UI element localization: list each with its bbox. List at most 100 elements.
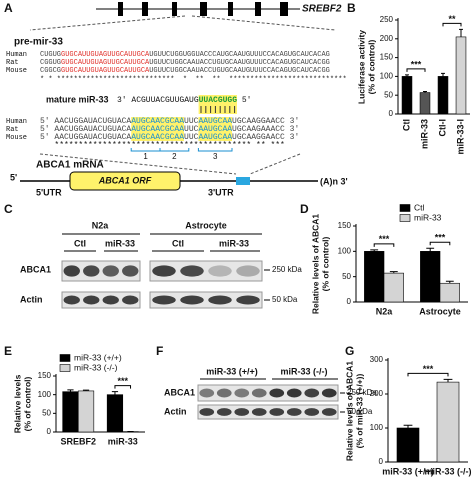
utr3-label: 3'UTR <box>208 187 234 197</box>
mrna-title: ABCA1 mRNA <box>36 160 104 171</box>
bar <box>420 251 441 303</box>
error-bar <box>111 391 119 395</box>
sequence: 5' AACUGGAUACUGUACAAUGCAACGCAAUUCAAUGCAA… <box>40 125 299 134</box>
sequence-part: CUGUG <box>40 51 61 59</box>
bar <box>401 76 413 115</box>
blot-band <box>321 388 337 398</box>
site-label: 2 <box>172 152 177 161</box>
lane-label: Ctl <box>74 238 86 248</box>
x-tick-label: N2a <box>376 306 394 316</box>
sequence-part: UUACGUGG <box>199 96 238 105</box>
y-tick-label: 150 <box>38 371 52 380</box>
marker-label: 50 kDa <box>347 407 373 416</box>
x-tick-label: SREBF2 <box>60 436 96 446</box>
group-label: miR-33 (-/-) <box>281 366 328 376</box>
error-bar <box>443 378 453 383</box>
exon <box>280 2 288 16</box>
blot-band <box>286 388 302 398</box>
y-axis-label: Relative levels of ABCA1 <box>344 361 354 462</box>
legend-swatch <box>399 214 411 222</box>
exon <box>228 2 233 16</box>
sequence-part: 5' AACUGGAUACUGUACA <box>40 117 131 126</box>
panel-label: D <box>300 202 309 216</box>
legend-swatch <box>59 364 71 372</box>
blot-band <box>83 265 100 277</box>
row-label: ABCA1 <box>164 387 195 397</box>
sequence-part: GUGCAUUGUAGUUGCAUUGCA <box>61 67 150 75</box>
bar <box>439 282 460 303</box>
bar <box>77 390 95 433</box>
blot-band <box>122 265 139 277</box>
y-axis-label: (% of control) <box>22 376 32 431</box>
orf-label: ABCA1 ORF <box>98 175 152 185</box>
x-tick-label: miR-33-I <box>455 119 465 155</box>
sequence-part: 5' AACUGGAUACUGUACA <box>40 133 131 142</box>
exons <box>118 2 288 16</box>
sequence-part: AAUGCAA <box>198 125 232 134</box>
bar <box>436 381 460 463</box>
site-label: 3 <box>213 152 218 161</box>
blot-band <box>269 408 285 416</box>
blot-band <box>286 408 302 416</box>
lane-label: miR-33 <box>219 238 249 248</box>
group-label: miR-33 (+/+) <box>206 366 258 376</box>
sequence-part: AUGCAACGCAA <box>131 125 184 134</box>
x-tick-label: miR-33 (+/+) <box>382 466 434 476</box>
sequence-part: GUGCAUUGUAGUUGCAUUGCA <box>61 51 150 59</box>
utr5-label: 5'UTR <box>36 187 62 197</box>
sequence-part: GUGCAUUGUAGUUGCAUUGCA <box>61 59 150 67</box>
bar <box>396 427 420 463</box>
sequence-part: AUGCAACGCAA <box>131 133 184 142</box>
target-site <box>236 177 250 185</box>
poly-a: (A)n 3' <box>320 176 348 186</box>
error-bar <box>445 280 454 284</box>
blot-band <box>234 388 250 398</box>
bar <box>419 92 431 115</box>
y-tick-label: 300 <box>370 355 384 364</box>
error-bar <box>423 90 427 93</box>
blot-band <box>83 295 100 305</box>
significance-bracket <box>442 22 462 27</box>
legend-label: miR-33 <box>414 212 442 222</box>
site-highlight <box>198 133 232 141</box>
y-tick-label: 50 <box>342 272 351 281</box>
exon <box>118 2 123 16</box>
sequence-part: CGGUG <box>40 59 61 67</box>
species-label: Human <box>6 118 27 126</box>
sequence: CGGUGGUGCAUUGUAGUUGCAUUGCAUGUUCUGGCAAUAC… <box>40 59 330 67</box>
pre-mir-title: pre-mir-33 <box>14 37 63 48</box>
y-tick-label: 50 <box>384 90 393 99</box>
blot-background <box>61 260 141 282</box>
sequence-part: 3' ACGUUACGUUGAUG <box>117 96 199 105</box>
y-tick-label: 150 <box>338 221 352 230</box>
blot-background <box>197 384 339 402</box>
marker-label: 50 kDa <box>272 295 298 304</box>
x-tick-label: miR-33 <box>419 119 429 149</box>
blot-band <box>304 388 320 398</box>
error-bar <box>389 271 398 274</box>
conservation: ****************************************… <box>40 141 285 150</box>
bar <box>364 251 385 303</box>
significance-label: ** <box>448 14 456 24</box>
y-tick-label: 150 <box>380 53 394 62</box>
x-tick-label: miR-33 <box>108 436 138 446</box>
sequence-part: UGCAAGGAACC 3' <box>232 117 299 126</box>
row-label: Actin <box>164 406 187 416</box>
conservation: * * **************************** * ** **… <box>40 76 347 84</box>
bar <box>383 272 404 303</box>
site-highlight <box>131 133 184 141</box>
y-tick-label: 100 <box>380 72 394 81</box>
bar <box>106 394 124 433</box>
site-highlight <box>131 125 184 133</box>
pairing-highlight <box>198 105 237 114</box>
y-tick-label: 100 <box>38 390 52 399</box>
significance-bracket <box>406 68 426 72</box>
seed-highlight <box>198 95 237 105</box>
sequence-part: UGUUCUGGCAAUACCUGUGCAAUGUUUCCACAGUGCAUCA… <box>149 59 330 67</box>
marker-label: 250 kDa <box>347 388 377 397</box>
panel-label: A <box>4 1 13 15</box>
y-tick-label: 100 <box>338 246 352 255</box>
sequence: 5' AACUGGAUACUGUACAAUGCAACGCAAUUCAAUGCAA… <box>40 117 299 126</box>
blot-band <box>199 408 215 416</box>
bar <box>455 36 467 115</box>
